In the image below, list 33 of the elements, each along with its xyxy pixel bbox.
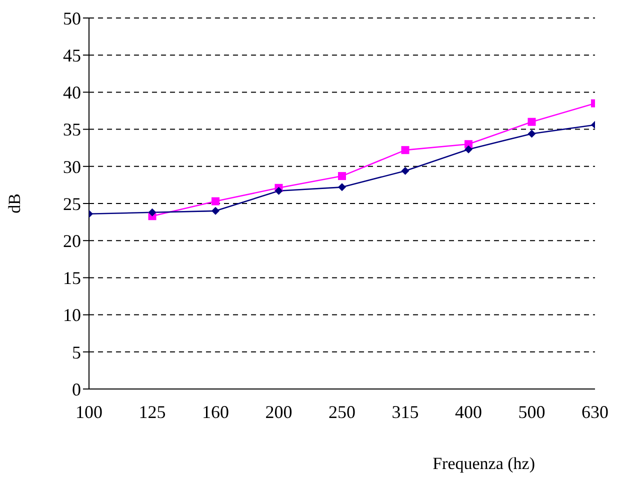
point	[148, 208, 156, 216]
x-tick-label: 100	[76, 402, 102, 422]
x-tick-label: 160	[202, 402, 229, 422]
point	[401, 166, 410, 175]
x-tick-label: 315	[392, 402, 419, 422]
y-tick-label: 35	[63, 120, 81, 140]
y-tick-label: 40	[63, 82, 81, 103]
y-tick-label: 30	[63, 156, 81, 177]
x-tick-label: 400	[455, 402, 482, 422]
y-tick-label: 5	[72, 342, 81, 362]
y-tick-label: 45	[63, 45, 81, 66]
point	[528, 118, 536, 126]
y-tick-label: 50	[63, 8, 81, 28]
x-tick-label: 125	[138, 402, 166, 422]
point	[338, 183, 346, 192]
x-tick-label: 630	[582, 402, 608, 422]
y-tick-label: 25	[63, 194, 81, 214]
y-axis-title: dB	[5, 194, 24, 214]
x-tick-label: 250	[328, 402, 356, 422]
point	[401, 146, 410, 154]
x-axis-title: Frequenza (hz)	[432, 454, 535, 473]
point	[212, 206, 220, 215]
point	[464, 145, 472, 154]
x-tick-label: 500	[518, 402, 546, 422]
point	[338, 172, 346, 180]
point	[528, 130, 536, 138]
x-tick-label: 200	[265, 402, 292, 422]
y-tick-label: 20	[63, 230, 81, 251]
point	[212, 197, 220, 206]
point	[274, 186, 283, 195]
y-tick-label: 10	[63, 305, 81, 326]
y-tick-label: 0	[72, 379, 81, 400]
y-tick-label: 15	[63, 268, 81, 288]
